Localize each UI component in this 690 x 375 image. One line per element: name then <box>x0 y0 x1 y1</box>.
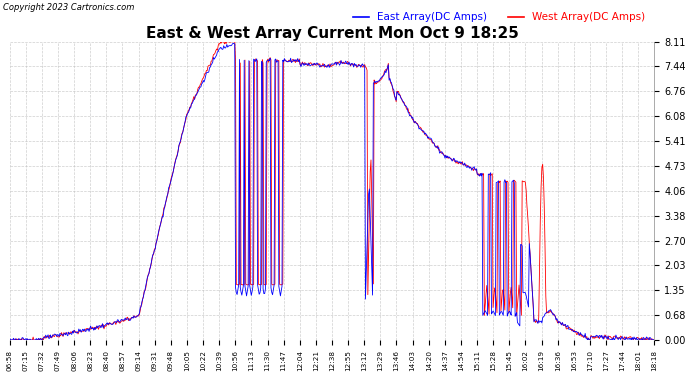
Title: East & West Array Current Mon Oct 9 18:25: East & West Array Current Mon Oct 9 18:2… <box>146 26 518 40</box>
Text: Copyright 2023 Cartronics.com: Copyright 2023 Cartronics.com <box>3 3 135 12</box>
Legend: East Array(DC Amps), West Array(DC Amps): East Array(DC Amps), West Array(DC Amps) <box>349 8 649 27</box>
